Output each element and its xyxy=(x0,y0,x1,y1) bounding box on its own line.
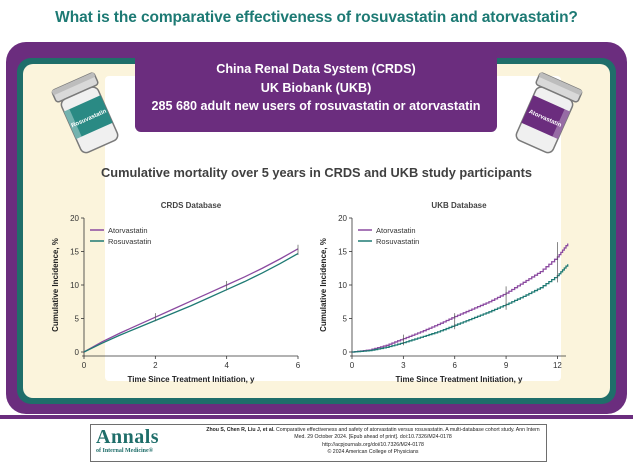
y-tick-label: 0 xyxy=(343,348,348,357)
ukb-chart: UKB Database 0 5 10 15 20 0 3 6 9 12 Time Since Tre… xyxy=(316,198,578,395)
annals-logo-subtitle: of Internal Medicine® xyxy=(96,448,154,454)
y-tick-label: 10 xyxy=(70,281,79,290)
y-tick-label: 10 xyxy=(338,281,347,290)
citation-copyright: © 2024 American College of Physicians xyxy=(327,448,419,455)
legend-label: Rosuvastatin xyxy=(376,237,419,246)
right-pill-bottle-icon: Atorvastatin xyxy=(515,72,583,154)
y-tick-label: 20 xyxy=(338,214,347,223)
x-tick-label: 2 xyxy=(153,361,158,370)
section-title: Cumulative mortality over 5 years in CRD… xyxy=(101,165,532,180)
y-tick-label: 15 xyxy=(70,248,79,257)
x-axis-label: Time Since Treatment Initiation, y xyxy=(128,375,256,384)
citation-box: Annals of Internal Medicine® Zhou S, Che… xyxy=(90,424,547,462)
chart-title: CRDS Database xyxy=(161,201,222,210)
footer-divider xyxy=(0,415,633,419)
y-axis-label: Cumulative Incidence, % xyxy=(51,238,60,332)
annals-logo: Annals xyxy=(96,426,160,448)
chart-svg-0: CRDS Database 0 5 10 15 20 0 2 4 6 Time Since Trea… xyxy=(51,201,301,384)
y-tick-label: 5 xyxy=(343,315,348,324)
cohort-line-ukb: UK Biobank (UKB) xyxy=(260,80,372,95)
series-line-rosuvastatin xyxy=(352,264,569,353)
infographic-question: What is the comparative effectiveness of… xyxy=(55,9,578,26)
crds-chart: CRDS Database 0 5 10 15 20 0 2 4 6 Time Since Trea… xyxy=(48,198,310,395)
y-tick-label: 0 xyxy=(75,348,80,357)
chart-title: UKB Database xyxy=(431,201,487,210)
x-tick-label: 12 xyxy=(553,361,562,370)
y-axis-label: Cumulative Incidence, % xyxy=(319,238,328,332)
x-tick-label: 0 xyxy=(350,361,355,370)
citation-authors: Zhou S, Chen R, Liu J, et al. xyxy=(206,427,275,433)
y-tick-label: 20 xyxy=(70,214,79,223)
x-tick-label: 3 xyxy=(401,361,406,370)
citation-text: Zhou S, Chen R, Liu J, et al. Comparativ… xyxy=(205,427,541,456)
y-tick-label: 5 xyxy=(75,315,80,324)
x-tick-label: 0 xyxy=(82,361,87,370)
legend-label: Rosuvastatin xyxy=(108,237,151,246)
x-axis-label: Time Since Treatment Initiation, y xyxy=(396,375,524,384)
citation-url[interactable]: http://acpjournals.org/doi/10.7326/M24-0… xyxy=(322,441,424,448)
legend-label: Atorvastatin xyxy=(376,226,416,235)
chart-svg-1: UKB Database 0 5 10 15 20 0 3 6 9 12 Time Since Tre… xyxy=(319,201,569,384)
x-tick-label: 6 xyxy=(452,361,457,370)
series-line-atorvastatin xyxy=(352,243,569,353)
series-line-rosuvastatin xyxy=(83,252,299,353)
y-tick-label: 15 xyxy=(338,248,347,257)
x-tick-label: 9 xyxy=(504,361,509,370)
x-tick-label: 6 xyxy=(296,361,301,370)
legend-label: Atorvastatin xyxy=(108,226,148,235)
citation-reference: Comparative effectiveness and safety of … xyxy=(276,427,540,441)
series-line-atorvastatin xyxy=(83,248,299,353)
cohort-line-crds: China Renal Data System (CRDS) xyxy=(216,62,416,76)
x-tick-label: 4 xyxy=(224,361,229,370)
left-pill-bottle-icon: Rosuvastatin xyxy=(51,72,119,154)
cohort-box: China Renal Data System (CRDS) UK Bioban… xyxy=(135,48,497,132)
cohort-line-participants: 285 680 adult new users of rosuvastatin … xyxy=(151,99,481,113)
